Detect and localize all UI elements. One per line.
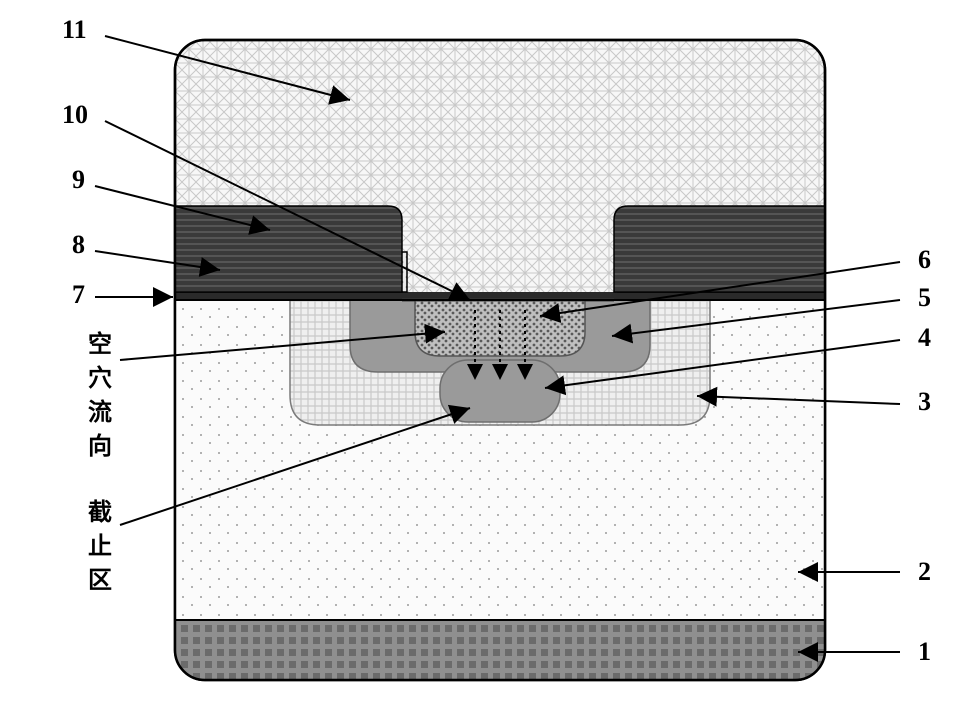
label-7: 7 bbox=[72, 280, 85, 309]
label-9: 9 bbox=[72, 165, 85, 194]
label-1: 1 bbox=[918, 637, 931, 666]
svg-text:穴: 穴 bbox=[88, 364, 112, 392]
svg-text:止: 止 bbox=[88, 533, 112, 560]
diagram-root: 11 10 9 8 7 6 5 4 3 2 1 空 穴 流 向 截 止 区 bbox=[0, 0, 970, 715]
label-10: 10 bbox=[62, 100, 88, 129]
svg-text:区: 区 bbox=[88, 568, 112, 594]
vtext-hole-flow: 空 穴 流 向 bbox=[88, 330, 112, 460]
label-6: 6 bbox=[918, 245, 931, 274]
vtext-cutoff-region: 截 止 区 bbox=[88, 498, 112, 594]
label-4: 4 bbox=[918, 323, 931, 352]
label-11: 11 bbox=[62, 15, 87, 44]
label-2: 2 bbox=[918, 557, 931, 586]
layer-9-right bbox=[614, 206, 825, 292]
label-5: 5 bbox=[918, 283, 931, 312]
layer-1 bbox=[175, 620, 825, 680]
svg-text:流: 流 bbox=[88, 399, 112, 426]
svg-text:向: 向 bbox=[88, 432, 112, 460]
svg-text:截: 截 bbox=[88, 498, 112, 526]
svg-text:空: 空 bbox=[88, 330, 112, 358]
label-3: 3 bbox=[918, 387, 931, 416]
label-8: 8 bbox=[72, 230, 85, 259]
